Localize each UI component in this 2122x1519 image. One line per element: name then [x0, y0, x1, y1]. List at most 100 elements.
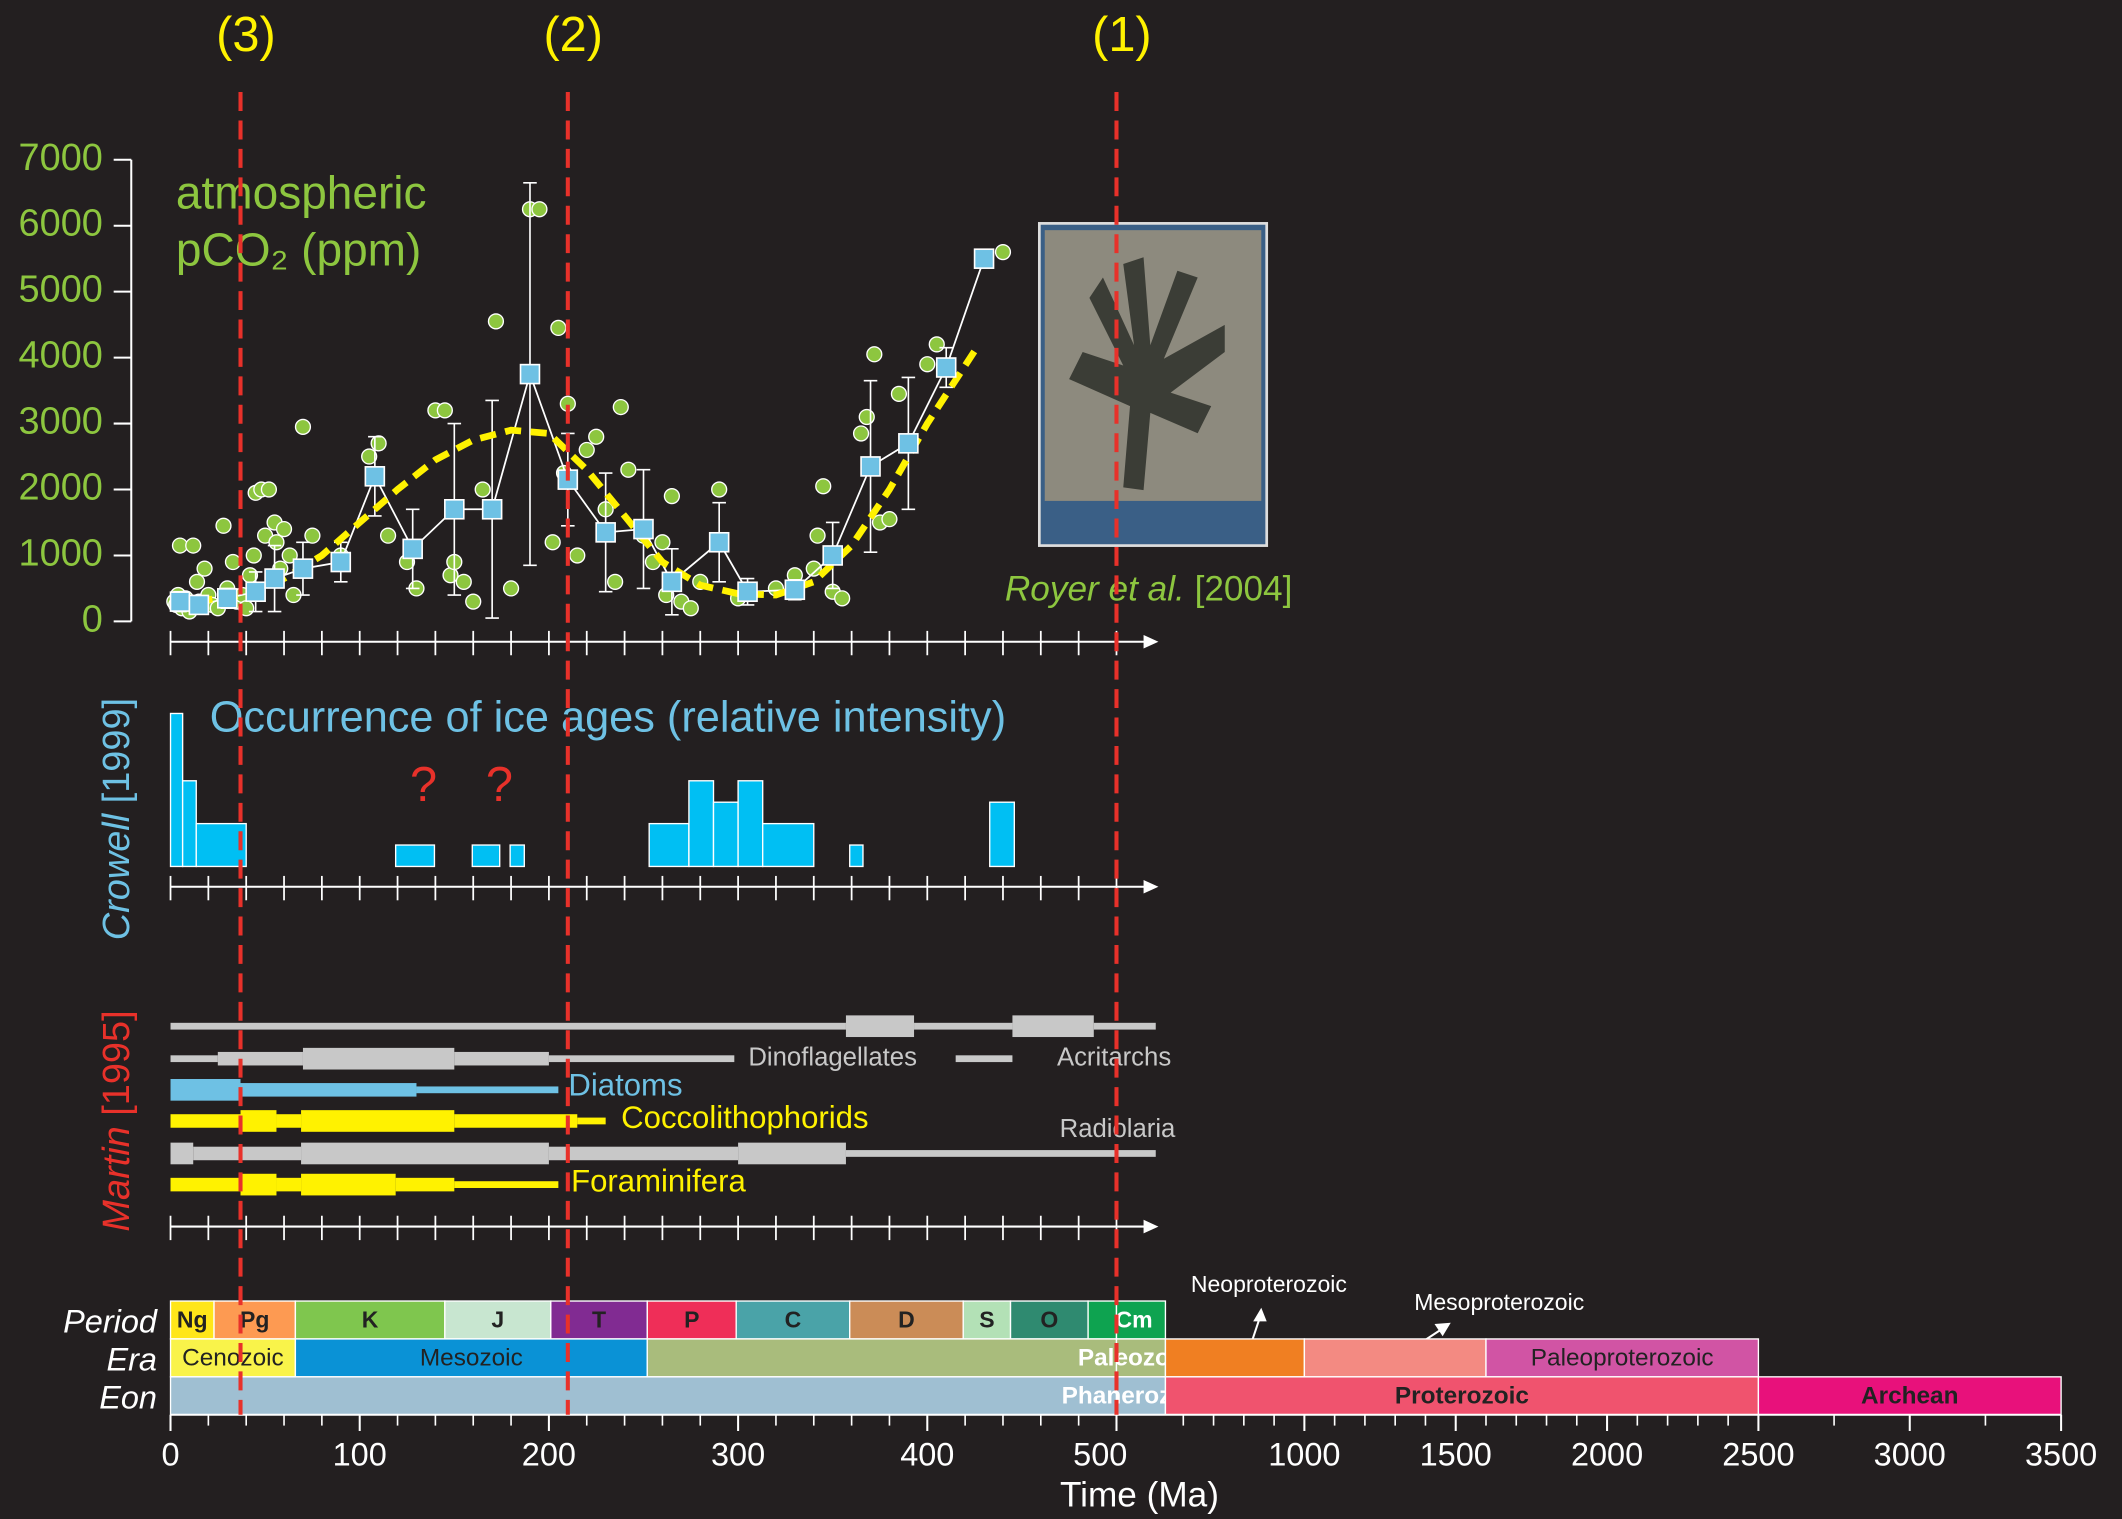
- proxy-point: [654, 534, 671, 551]
- range-segment: [1093, 1022, 1156, 1030]
- proxy-point: [834, 590, 851, 607]
- mean-marker: [737, 581, 758, 603]
- proxy-point: [866, 346, 883, 363]
- x-tick-label: 3000: [1874, 1436, 1946, 1472]
- unit-label: Neoproterozoic: [1191, 1271, 1347, 1297]
- range-segment: [170, 1142, 194, 1165]
- unit-label: Paleoproterozoic: [1531, 1345, 1714, 1372]
- range-segment: [301, 1110, 455, 1132]
- source-year: [1999]: [96, 698, 138, 803]
- proxy-point: [188, 573, 206, 590]
- proxy-point: [304, 527, 321, 544]
- row-label: Eon: [99, 1379, 157, 1415]
- range-segment: [454, 1181, 559, 1188]
- proxy-point: [805, 560, 822, 577]
- source: Crowell [1999]: [96, 698, 138, 940]
- range-segment: [395, 1177, 455, 1192]
- y-tick-label: 6000: [19, 203, 103, 245]
- unit-label: Ng: [177, 1306, 208, 1332]
- range-segment: [217, 1051, 303, 1066]
- proxy-point: [858, 408, 875, 426]
- arrowhead: [1434, 1322, 1451, 1337]
- mean-marker: [935, 357, 957, 378]
- mean-marker: [784, 579, 806, 601]
- unit-label: C: [785, 1306, 802, 1332]
- mean-marker: [188, 594, 210, 616]
- mean-marker: [519, 363, 541, 385]
- event-label: (3): [216, 8, 276, 62]
- proxy-point: [620, 461, 637, 478]
- unit-label: K: [362, 1306, 379, 1332]
- range-segment: [1012, 1015, 1094, 1038]
- mean-marker: [402, 538, 423, 560]
- time-unit: [1303, 1338, 1487, 1378]
- proxy-point: [531, 201, 548, 218]
- x-tick-label: 200: [522, 1436, 576, 1472]
- proxy-point: [612, 398, 629, 416]
- x-tick-label: 500: [1073, 1436, 1127, 1472]
- proxy-point: [663, 487, 681, 505]
- range-segment: [845, 1015, 915, 1038]
- annotation: ?: [486, 758, 513, 812]
- range-segment: [276, 1177, 302, 1192]
- source-year: [2004]: [1195, 570, 1293, 609]
- proxy-point: [224, 553, 242, 571]
- proxy-point: [607, 573, 624, 590]
- time-unit: [1757, 1376, 2062, 1416]
- range-segment: [302, 1047, 455, 1070]
- proxy-point: [919, 356, 936, 373]
- range-segment: [454, 1114, 578, 1128]
- y-tick-label: 3000: [19, 401, 103, 443]
- x-axis-title: Time (Ma): [1060, 1476, 1219, 1515]
- mean-marker: [330, 551, 352, 573]
- x-tick-label: 2000: [1571, 1436, 1643, 1472]
- proxy-point: [215, 517, 232, 534]
- proxy-point: [268, 534, 285, 551]
- time-unit: [169, 1376, 1118, 1416]
- range-segment: [170, 1177, 241, 1192]
- mean-marker: [264, 568, 285, 589]
- proxy-point: [474, 481, 491, 498]
- time-unit: [294, 1338, 648, 1378]
- row-label: Period: [63, 1304, 158, 1340]
- source-authors: Martin: [96, 1126, 138, 1231]
- ice-age-bar: [195, 822, 247, 868]
- mean-marker: [245, 581, 266, 603]
- y-tick-label: 5000: [19, 269, 103, 311]
- proxy-point: [928, 336, 945, 353]
- range-segment: [240, 1110, 277, 1132]
- range-segment: [170, 1055, 218, 1063]
- proxy-point: [544, 534, 561, 551]
- proxy-point: [994, 243, 1012, 261]
- time-unit: [646, 1338, 1118, 1378]
- proxy-point: [370, 435, 387, 452]
- range-segment: [170, 1114, 241, 1128]
- time-unit: [1009, 1300, 1089, 1340]
- range-segment: [845, 1150, 1156, 1157]
- unit-label: Mesoproterozoic: [1414, 1289, 1584, 1315]
- range-segment: [548, 1055, 735, 1063]
- proxy-point: [815, 478, 832, 495]
- arrowhead: [1253, 1307, 1267, 1322]
- time-unit: [735, 1300, 851, 1340]
- x-tick-label: 1000: [1268, 1436, 1340, 1472]
- range-segment: [276, 1114, 302, 1128]
- event-label: (1): [1092, 8, 1152, 62]
- unit-label: O: [1040, 1306, 1058, 1332]
- unit-label: P: [684, 1306, 699, 1332]
- source-year: [1995]: [96, 1010, 138, 1115]
- y-tick-label: 7000: [19, 137, 103, 179]
- ice-age-bar: [762, 822, 815, 868]
- time-unit: [1164, 1338, 1306, 1378]
- axis-arrow: [1143, 634, 1159, 649]
- mean-marker: [292, 558, 314, 579]
- mean-marker: [973, 248, 995, 269]
- range-label: Diatoms: [568, 1067, 682, 1102]
- y-tick-label: 2000: [19, 467, 103, 509]
- range-label: Dinoflagellates: [748, 1043, 917, 1071]
- ice-age-bar: [688, 780, 715, 868]
- source: Royer et al. [2004]: [1005, 570, 1293, 609]
- mean-marker: [595, 522, 616, 543]
- time-unit: [169, 1300, 215, 1340]
- y-tick-label: 4000: [19, 335, 103, 377]
